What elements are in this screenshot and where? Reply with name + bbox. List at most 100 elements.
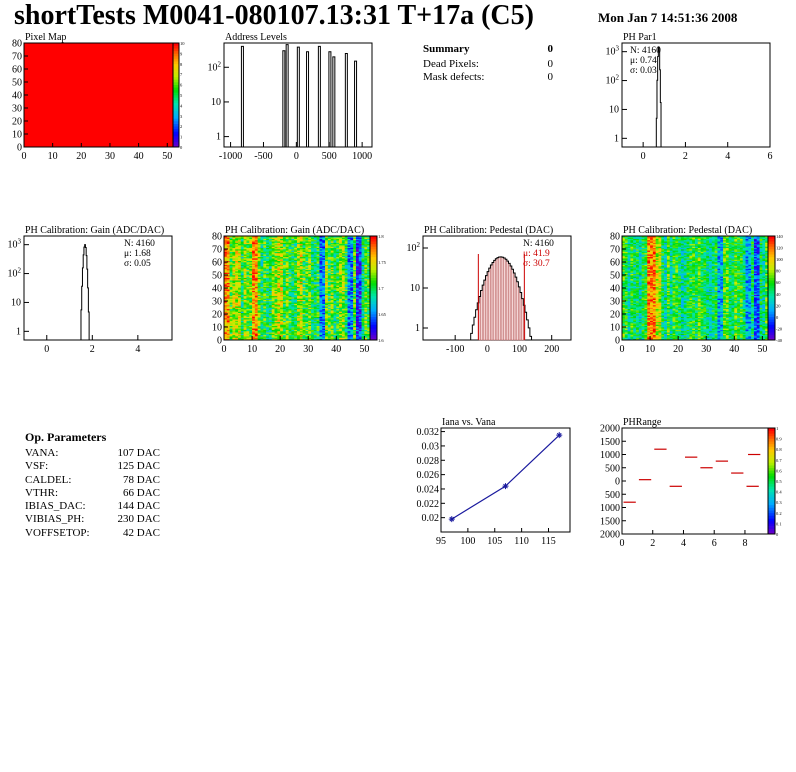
map-cell xyxy=(330,321,334,324)
map-cell xyxy=(305,295,309,298)
map-cell xyxy=(266,298,270,300)
map-cell xyxy=(322,291,326,294)
map-cell xyxy=(291,311,295,313)
map-cell xyxy=(260,321,264,324)
map-cell xyxy=(291,288,295,290)
map-cell xyxy=(319,242,323,245)
map-cell xyxy=(280,242,284,245)
map-cell xyxy=(316,325,320,328)
map-cell xyxy=(311,275,315,277)
map-cell xyxy=(224,263,228,265)
map-cell xyxy=(291,289,295,291)
map-cell xyxy=(268,334,273,337)
map-cell xyxy=(325,289,329,291)
map-cell xyxy=(243,239,247,242)
map-cell xyxy=(285,251,289,254)
map-cell xyxy=(302,255,306,258)
map-cell xyxy=(229,260,233,263)
map-cell xyxy=(339,334,343,337)
map-cell xyxy=(322,242,326,245)
map-cell xyxy=(285,245,289,247)
map-cell xyxy=(308,251,312,254)
map-cell xyxy=(249,293,253,295)
map-cell xyxy=(347,302,351,304)
map-cell xyxy=(339,320,343,323)
map-cell xyxy=(271,256,275,259)
map-cell xyxy=(322,329,326,332)
map-cell xyxy=(294,289,298,291)
map-cell xyxy=(240,304,244,307)
map-cell xyxy=(311,265,315,268)
map-cell xyxy=(260,324,264,326)
map-cell xyxy=(254,262,258,264)
map-cell xyxy=(350,337,354,339)
map-cell xyxy=(252,281,256,284)
map-cell xyxy=(302,325,306,328)
map-cell xyxy=(339,245,343,247)
map-cell xyxy=(224,291,228,294)
map-cell xyxy=(238,286,242,289)
map-cell xyxy=(257,293,261,295)
map-cell xyxy=(291,334,295,337)
map-cell xyxy=(302,316,306,319)
map-cell xyxy=(282,258,287,260)
map-cell xyxy=(246,324,250,326)
map-cell xyxy=(249,256,253,259)
map-cell xyxy=(327,298,331,300)
map-cell xyxy=(333,269,337,272)
param-row-vibias-ph: VIBIAS_PH: 230 DAC xyxy=(25,513,160,526)
map-cell xyxy=(254,294,258,297)
map-cell xyxy=(297,321,301,324)
map-cell xyxy=(280,314,284,316)
map-cell xyxy=(313,291,317,294)
map-cell xyxy=(257,304,261,307)
map-cell xyxy=(336,260,340,263)
map-cell xyxy=(274,236,278,238)
map-cell xyxy=(274,315,278,317)
map-cell xyxy=(319,312,323,315)
map-cell xyxy=(282,242,287,245)
map-cell xyxy=(339,310,343,312)
map-cell xyxy=(297,249,301,251)
map-cell xyxy=(325,269,329,272)
map-cell xyxy=(347,320,351,323)
map-cell xyxy=(319,334,323,337)
map-cell xyxy=(322,324,326,326)
map-cell xyxy=(308,273,312,276)
map-cell xyxy=(243,236,247,238)
map-cell xyxy=(246,239,250,242)
map-cell xyxy=(260,312,264,315)
page-title: shortTests M0041-080107.13:31 T+17a (C5) xyxy=(14,0,534,31)
map-cell xyxy=(285,275,289,277)
chart-title: PH Calibration: Gain (ADC/DAC) xyxy=(225,225,364,236)
map-cell xyxy=(263,310,267,312)
map-cell xyxy=(297,297,301,299)
map-cell xyxy=(341,260,346,263)
map-cell xyxy=(347,237,351,239)
map-cell xyxy=(333,301,337,303)
map-cell xyxy=(246,325,250,328)
map-cell xyxy=(294,273,298,276)
colorbar-cell xyxy=(370,319,377,323)
map-cell xyxy=(226,276,230,278)
map-cell xyxy=(319,311,323,313)
map-cell xyxy=(305,303,309,306)
map-cell xyxy=(224,324,228,326)
map-cell xyxy=(274,324,278,326)
map-cell xyxy=(311,236,315,238)
map-cell xyxy=(280,290,284,293)
map-cell xyxy=(280,323,284,325)
map-cell xyxy=(260,328,264,330)
map-cell xyxy=(297,320,301,323)
map-cell xyxy=(313,315,317,317)
map-cell xyxy=(274,297,278,299)
map-cell xyxy=(280,250,284,252)
map-cell xyxy=(260,269,264,272)
colorbar-label: 4 xyxy=(180,103,183,108)
map-cell xyxy=(297,242,301,245)
map-cell xyxy=(341,337,346,339)
map-cell xyxy=(302,312,306,315)
map-cell xyxy=(226,302,230,304)
map-cell xyxy=(299,327,303,329)
map-cell xyxy=(277,297,281,299)
